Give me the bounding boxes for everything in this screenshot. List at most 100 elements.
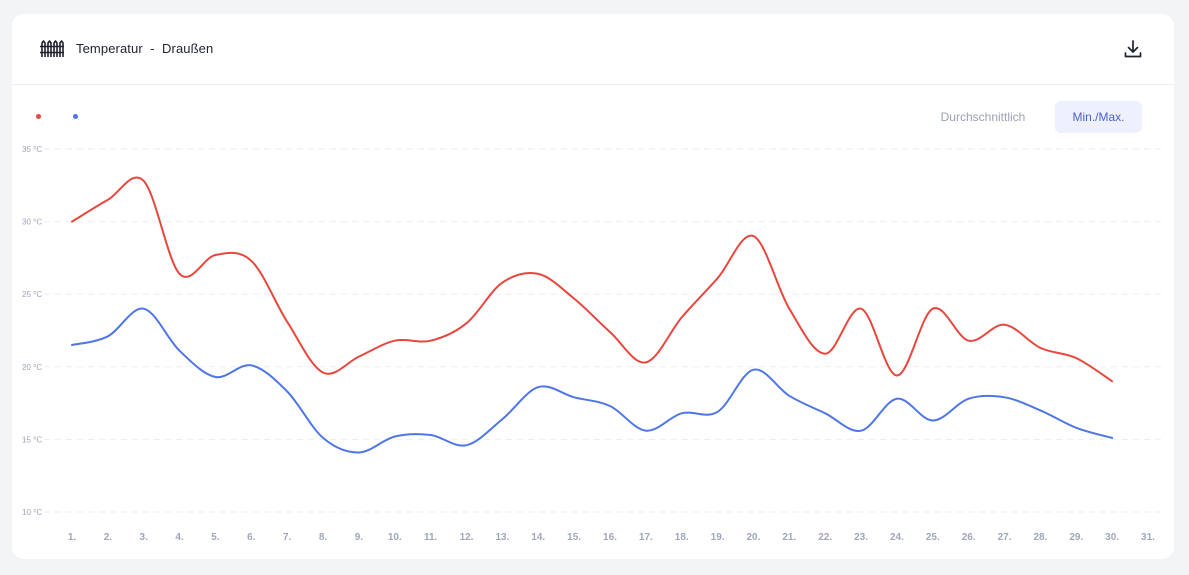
x-tick-label: 28.	[1033, 532, 1047, 543]
grid	[22, 148, 1164, 513]
x-tick-label: 30.	[1105, 532, 1119, 543]
y-tick-label: 20 °C	[22, 363, 42, 372]
data-point-max	[141, 178, 146, 183]
x-tick-label: 26.	[962, 532, 976, 543]
data-point-max	[643, 360, 648, 365]
data-point-max	[787, 306, 792, 311]
data-point-max	[70, 219, 75, 224]
x-tick-label: 17.	[639, 532, 653, 543]
data-point-max	[105, 197, 110, 202]
data-point-max	[392, 338, 397, 343]
data-point-min	[500, 417, 505, 422]
card-header: Temperatur - Draußen	[12, 14, 1174, 85]
data-point-min	[715, 409, 720, 414]
data-point-max	[751, 234, 756, 239]
data-point-max	[1002, 322, 1007, 327]
data-point-min	[1074, 425, 1079, 430]
x-tick-label: 11.	[424, 532, 438, 543]
data-point-min	[608, 404, 613, 409]
data-point-max	[1038, 345, 1043, 350]
data-point-min	[249, 363, 254, 368]
data-point-min	[105, 334, 110, 339]
x-tick-label: 1.	[68, 532, 77, 543]
x-tick-label: 27.	[998, 532, 1012, 543]
data-point-min	[536, 385, 541, 390]
average-toggle-button[interactable]: Durchschnittlich	[918, 101, 1048, 133]
data-point-min	[428, 433, 433, 438]
data-point-max	[177, 271, 182, 276]
data-point-max	[249, 258, 254, 263]
x-tick-label: 29.	[1069, 532, 1083, 543]
data-point-min	[285, 389, 290, 394]
data-point-min	[464, 443, 469, 448]
legend-dot-max[interactable]	[36, 114, 41, 119]
data-point-max	[859, 306, 864, 311]
data-point-max	[715, 276, 720, 281]
x-tick-label: 8.	[319, 532, 328, 543]
data-point-max	[966, 338, 971, 343]
data-point-min	[751, 367, 756, 372]
x-tick-label: 22.	[818, 532, 832, 543]
data-point-min	[177, 348, 182, 353]
y-tick-label: 15 °C	[22, 435, 42, 444]
x-tick-label: 6.	[247, 532, 256, 543]
x-tick-label: 4.	[175, 532, 184, 543]
data-point-max	[1074, 356, 1079, 361]
data-point-min	[213, 374, 218, 379]
data-point-min	[894, 396, 899, 401]
x-tick-label: 3.	[140, 532, 149, 543]
chart-title: Temperatur - Draußen	[76, 41, 214, 56]
data-point-min	[859, 428, 864, 433]
x-tick-label: 25.	[926, 532, 940, 543]
x-tick-label: 15.	[567, 532, 581, 543]
data-point-min	[572, 395, 577, 400]
fence-icon	[40, 40, 64, 57]
x-tick-label: 9.	[355, 532, 364, 543]
data-point-min	[1110, 435, 1115, 440]
data-point-max	[428, 338, 433, 343]
data-point-max	[823, 351, 828, 356]
x-tick-label: 31.	[1141, 532, 1155, 543]
series	[70, 176, 1115, 455]
data-point-max	[930, 306, 935, 311]
data-point-min	[321, 435, 326, 440]
series-line-min	[71, 307, 1114, 454]
data-point-max	[464, 321, 469, 326]
y-tick-label: 30 °C	[22, 218, 42, 227]
x-tick-label: 7.	[283, 532, 292, 543]
data-point-max	[572, 296, 577, 301]
data-point-max	[356, 354, 361, 359]
data-point-min	[930, 418, 935, 423]
x-tick-label: 23.	[854, 532, 868, 543]
data-point-max	[213, 252, 218, 257]
data-point-min	[70, 343, 75, 348]
data-point-min	[787, 393, 792, 398]
data-point-min	[356, 450, 361, 455]
x-tick-label: 12.	[460, 532, 474, 543]
data-point-max	[536, 271, 541, 276]
x-tick-label: 20.	[747, 532, 761, 543]
data-point-max	[285, 319, 290, 324]
x-tick-label: 21.	[782, 532, 796, 543]
data-point-min	[679, 411, 684, 416]
data-point-min	[392, 434, 397, 439]
x-tick-label: 14.	[531, 532, 545, 543]
data-point-max	[321, 370, 326, 375]
x-tick-label: 10.	[388, 532, 402, 543]
data-point-min	[1002, 395, 1007, 400]
x-tick-label: 19.	[711, 532, 725, 543]
x-axis: 1. 2. 3. 4. 5. 6. 7. 8. 9. 10. 11. 12. 13. 14. 15. 16. 1…	[68, 532, 1155, 543]
data-point-min	[141, 306, 146, 311]
x-tick-label: 16.	[603, 532, 617, 543]
download-icon[interactable]	[1122, 38, 1144, 60]
y-tick-label: 35 °C	[22, 145, 42, 154]
y-tick-label: 10 °C	[22, 508, 42, 517]
data-point-min	[643, 428, 648, 433]
y-tick-label: 25 °C	[22, 290, 42, 299]
x-tick-label: 5.	[211, 532, 220, 543]
legend-dot-min[interactable]	[73, 114, 78, 119]
series-line-max	[71, 176, 1114, 383]
minmax-toggle-button[interactable]: Min./Max.	[1055, 101, 1142, 133]
x-tick-label: 13.	[495, 532, 509, 543]
